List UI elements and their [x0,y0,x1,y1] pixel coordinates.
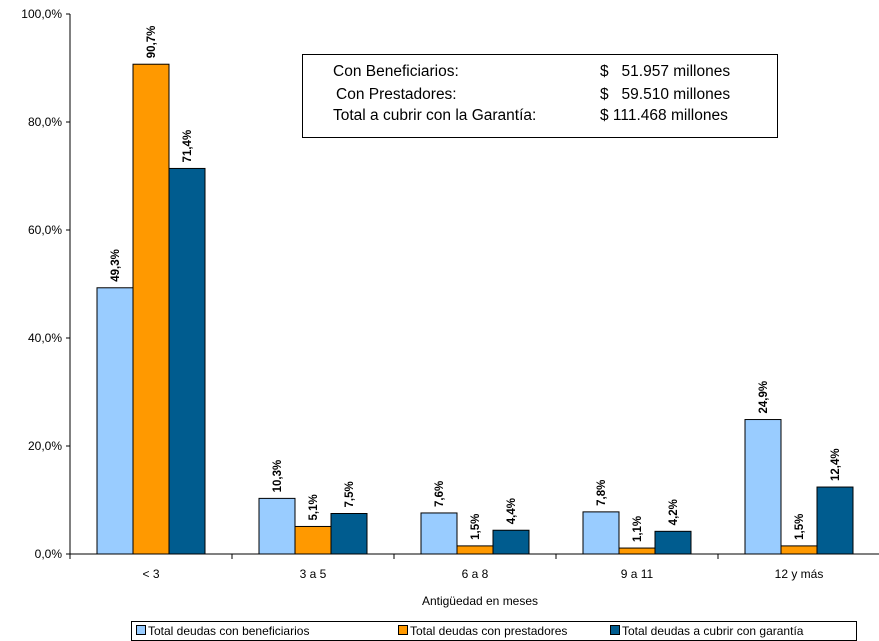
legend-label: Total deudas con prestadores [410,624,568,638]
data-label: 1,5% [794,514,806,540]
annotation-label: Con Beneficiarios: [333,63,459,80]
data-label: 10,3% [272,460,284,493]
y-tick-label: 40,0% [28,331,62,345]
data-labels: 49,3% 10,3% 7,6% 7,8% 24,9% 90,7% 5,1% 1,5% 1,1%… [110,26,842,542]
data-label: 24,9% [758,381,770,414]
annotation-label: Total a cubrir con la Garantía: [333,107,537,124]
legend: Total deudas con beneficiarios Total deu… [131,621,857,641]
legend-label: Total deudas con beneficiarios [148,624,310,638]
x-tick-label: 9 a 11 [621,567,654,581]
bar [582,511,620,555]
y-axis: 0,0% 20,0% 40,0% 60,0% 80,0% 100,0% [21,7,71,561]
x-axis: < 3 3 a 5 6 a 8 9 a 11 12 y más [69,553,879,581]
data-label: 7,6% [434,481,446,507]
x-tick-label: 6 a 8 [462,567,489,581]
legend-label: Total deudas a cubrir con garantía [622,624,804,638]
data-label: 5,1% [308,494,320,520]
annotation-value: $ 59.510 millones [600,86,731,103]
bar [294,525,332,555]
annotation-value: $ 51.957 millones [600,63,731,80]
bar [456,545,494,555]
data-label: 1,1% [632,516,644,542]
bar [492,529,530,555]
data-label: 1,5% [470,514,482,540]
x-axis-title: Antigüedad en meses [422,594,538,608]
y-tick-label: 80,0% [28,115,62,129]
y-tick-label: 100,0% [21,7,62,21]
data-label: 49,3% [110,249,122,282]
legend-item-garantia: Total deudas a cubrir con garantía [610,624,803,638]
bar [96,287,134,555]
bar [816,486,854,555]
bar [258,497,296,555]
annotation-label: Con Prestadores: [336,86,457,103]
data-label: 7,8% [596,480,608,506]
y-tick-label: 20,0% [28,439,62,453]
bars [96,63,854,555]
x-tick-label: < 3 [142,567,159,581]
x-tick-label: 3 a 5 [300,567,327,581]
bar [168,167,206,555]
legend-swatch [136,625,146,635]
annotation-row-beneficiarios: Con Beneficiarios: $ 51.957 millones [303,63,777,83]
totals-annotation-box: Con Beneficiarios: $ 51.957 millones Con… [302,54,778,138]
y-tick-label: 0,0% [35,547,63,561]
bar [618,547,656,555]
bar [744,419,782,555]
bar [420,512,458,555]
bar [780,545,818,555]
annotation-row-prestadores: Con Prestadores: $ 59.510 millones [303,86,777,106]
annotation-row-total: Total a cubrir con la Garantía: $ 111.46… [303,107,777,127]
data-label: 90,7% [146,26,158,59]
data-label: 4,4% [506,498,518,524]
bar [654,530,692,555]
data-label: 71,4% [182,130,194,163]
legend-swatch [610,625,620,635]
data-label: 4,2% [668,499,680,525]
bar [330,513,368,555]
data-label: 7,5% [344,481,356,507]
bar [132,63,170,555]
x-tick-label: 12 y más [775,567,824,581]
y-tick-label: 60,0% [28,223,62,237]
legend-swatch [398,625,408,635]
data-label: 12,4% [830,448,842,481]
legend-item-prestadores: Total deudas con prestadores [398,624,567,638]
legend-item-beneficiarios: Total deudas con beneficiarios [136,624,309,638]
annotation-value: $ 111.468 millones [600,107,728,124]
